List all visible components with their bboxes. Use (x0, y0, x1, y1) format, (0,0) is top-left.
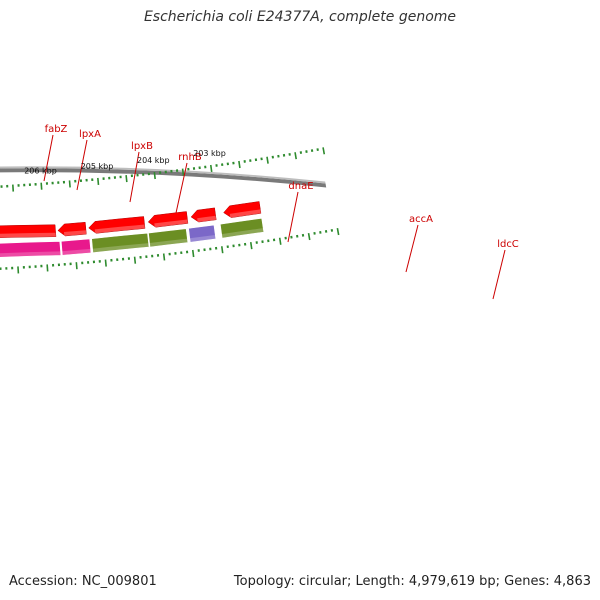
gene-label-rnhb: rnhB (178, 152, 202, 163)
category-block (188, 224, 217, 243)
outer-major-tick (336, 227, 340, 236)
category-block-highlight (221, 228, 264, 239)
inner-major-tick (294, 152, 297, 160)
cds-arrow-highlight (63, 230, 87, 237)
gene-leader-line (492, 249, 506, 300)
category-block-highlight (149, 238, 188, 247)
outer-major-tick (104, 259, 107, 267)
category-track (0, 217, 265, 258)
inner-major-tick (40, 182, 43, 190)
category-block-highlight (189, 235, 216, 243)
outer-major-tick (307, 232, 311, 241)
category-block (91, 232, 150, 254)
inner-major-tick (153, 171, 156, 180)
category-block (60, 238, 92, 256)
outer-major-tick (249, 242, 253, 250)
outer-major-tick (191, 249, 195, 258)
outer-major-tick (75, 262, 78, 270)
inner-major-tick (97, 177, 100, 185)
gene-label-dnae: dnaE (288, 181, 313, 192)
inner-major-tick (322, 147, 326, 155)
cds-arrow-highlight (94, 224, 145, 234)
cds-arrow (0, 224, 57, 239)
inner-major-tick (125, 175, 128, 183)
outer-major-tick (46, 264, 49, 272)
cds-arrow-track (0, 201, 262, 239)
category-block-highlight (0, 251, 61, 258)
kbp-tick-label: 203 kbp (193, 149, 226, 158)
cds-arrow (190, 207, 217, 223)
outer-major-tick (162, 253, 166, 261)
inner-tick-track (0, 147, 326, 192)
cds-arrow (223, 201, 262, 218)
kbp-tick-label: 204 kbp (137, 156, 170, 165)
kbp-tick-label: 206 kbp (24, 167, 57, 176)
inner-major-tick (68, 180, 71, 188)
gene-label-lpxa: lpxA (79, 129, 101, 140)
cds-arrow-highlight (197, 215, 217, 223)
gene-leader-line (43, 134, 54, 182)
kbp-tick-label: 205 kbp (81, 162, 114, 171)
category-block-highlight (62, 248, 91, 256)
gene-label-lpxb: lpxB (131, 141, 153, 152)
inner-major-tick (209, 164, 213, 173)
gene-leader-line (405, 224, 419, 273)
inner-major-tick (266, 156, 269, 164)
outer-major-tick (220, 246, 224, 254)
category-block (219, 217, 265, 239)
backbone-track (0, 166, 327, 188)
gene-leader-line (129, 151, 140, 203)
cds-arrow (147, 211, 189, 228)
cds-arrow (88, 216, 146, 234)
cds-arrow-highlight (229, 209, 261, 218)
accession-label: Accession: NC_009801 (9, 574, 157, 589)
gene-label-fabz: fabZ (45, 124, 68, 135)
backbone-shadow (0, 166, 326, 184)
cds-arrow-highlight (154, 219, 188, 228)
outer-major-tick (278, 237, 282, 245)
outer-major-tick (133, 256, 137, 264)
inner-major-tick (238, 160, 241, 169)
gene-label-layer: fabZ lpxA lpxB rnhB dnaE accA ldcC (43, 124, 519, 300)
inner-major-tick (181, 168, 185, 176)
backbone-ring (0, 168, 327, 188)
category-block (0, 241, 62, 258)
cds-arrow-highlight (0, 232, 56, 238)
gene-label-ldcc: ldcC (497, 239, 519, 250)
gene-label-acca: accA (409, 214, 433, 225)
gene-leader-line (287, 191, 299, 243)
gene-leader-line (175, 162, 188, 214)
category-block-highlight (92, 243, 150, 253)
outer-tick-track (0, 227, 340, 274)
map-title: Escherichia coli E24377A, complete genom… (143, 9, 457, 25)
category-block (148, 228, 189, 248)
cds-arrow (57, 221, 87, 237)
gene-leader-line (76, 139, 88, 191)
genome-summary: Topology: circular; Length: 4,979,619 bp… (233, 574, 591, 589)
